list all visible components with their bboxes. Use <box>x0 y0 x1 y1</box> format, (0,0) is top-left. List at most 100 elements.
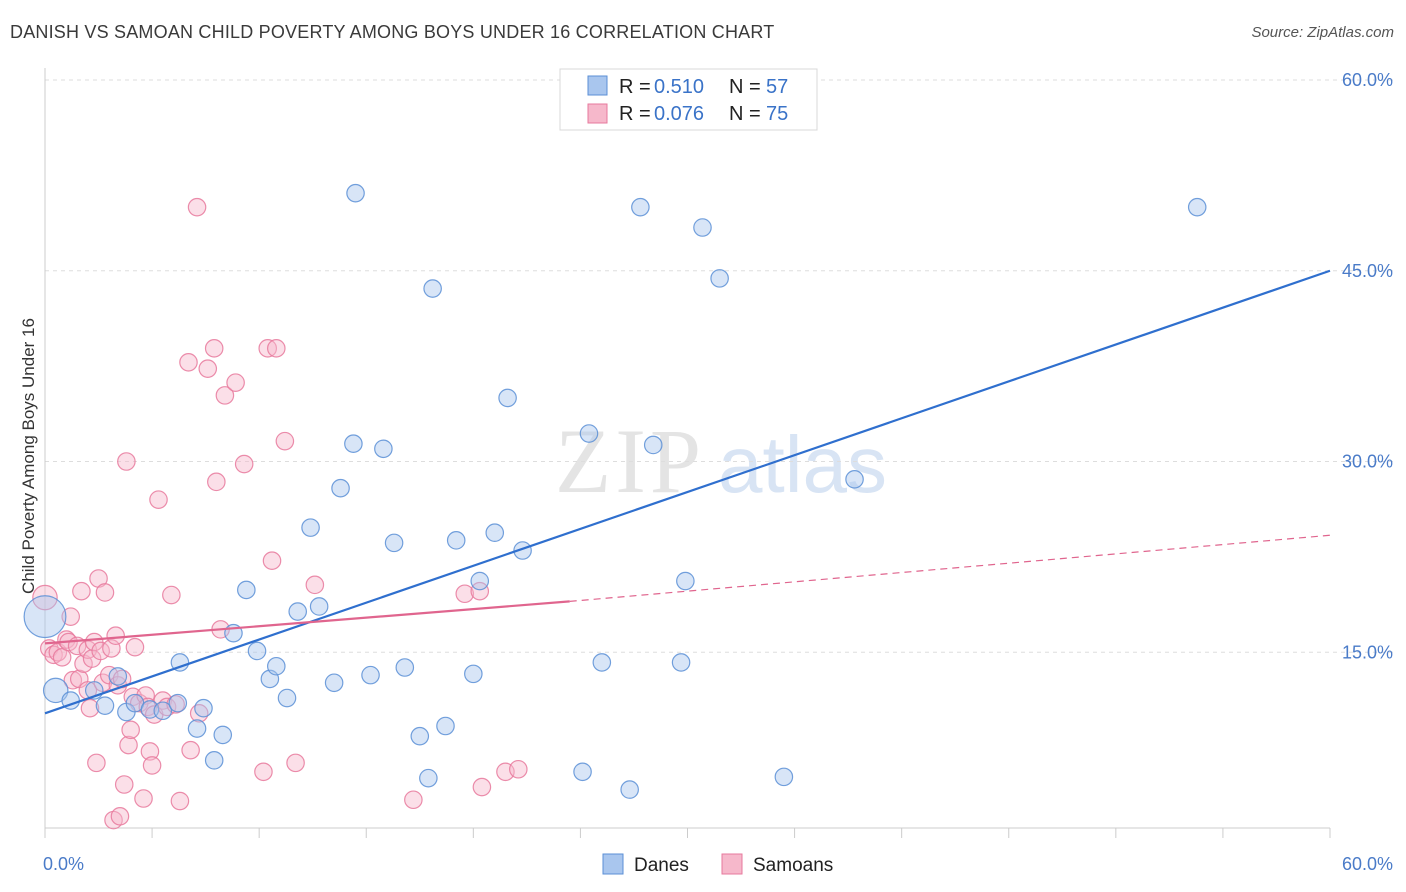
samoans-points <box>32 197 528 830</box>
samoans-point <box>207 472 226 492</box>
samoans-trend-line <box>44 600 570 645</box>
samoans-point <box>204 339 224 358</box>
samoans-point <box>262 551 282 570</box>
y-axis-label: Child Poverty Among Boys Under 16 <box>19 318 38 594</box>
samoans-point <box>125 637 145 657</box>
danes-point <box>410 726 430 746</box>
samoans-point <box>63 670 83 690</box>
danes-point <box>95 696 115 715</box>
danes-point <box>671 653 691 672</box>
samoans-point <box>134 789 153 808</box>
samoans-point <box>87 753 106 773</box>
danes-point <box>693 218 712 237</box>
samoans-point <box>215 386 235 405</box>
danes-point <box>170 653 190 672</box>
samoans-point <box>286 753 305 773</box>
y-tick-label-0: 15.0% <box>1342 642 1393 662</box>
samoans-point <box>267 339 286 358</box>
samoans-point <box>198 359 218 378</box>
top-legend-samoans-n-value: 75 <box>766 103 788 125</box>
danes-point <box>108 667 128 686</box>
samoans-point <box>179 353 198 372</box>
danes-point <box>631 197 650 217</box>
danes-point <box>331 478 350 498</box>
samoans-point <box>121 720 140 740</box>
top-legend-samoans-r-value: 0.076 <box>654 103 704 125</box>
danes-point <box>845 470 864 489</box>
samoans-point <box>80 698 100 718</box>
samoans-point <box>57 630 76 649</box>
y-tick-label-1: 30.0% <box>1342 452 1393 472</box>
danes-trend-line <box>44 269 1331 715</box>
top-legend-samoans-r-label: R = <box>619 103 651 125</box>
danes-point <box>324 673 344 693</box>
samoans-point <box>119 735 138 755</box>
trend-lines <box>44 269 1331 715</box>
source-credit: Source: ZipAtlas.com <box>1251 24 1394 41</box>
samoans-point <box>61 607 80 626</box>
danes-point <box>620 780 639 799</box>
samoans-point <box>254 762 273 782</box>
danes-point <box>204 751 224 770</box>
danes-point <box>1187 197 1207 217</box>
x-axis-ticks <box>44 828 1331 838</box>
top-legend-danes-swatch <box>587 75 608 96</box>
danes-point <box>237 580 256 600</box>
danes-point <box>384 533 404 553</box>
samoans-point <box>472 777 492 797</box>
chart-title: DANISH VS SAMOAN CHILD POVERTY AMONG BOY… <box>10 22 775 42</box>
danes-point <box>774 767 794 787</box>
top-legend-danes-r-label: R = <box>619 76 651 98</box>
samoans-point <box>162 585 181 605</box>
danes-point <box>301 518 320 537</box>
danes-point <box>446 531 466 550</box>
top-legend-samoans-n-label: N = <box>729 103 761 125</box>
x-tick-label-1: 60.0% <box>1342 854 1393 874</box>
danes-point <box>419 768 438 788</box>
top-legend-danes-n-value: 57 <box>766 76 788 98</box>
danes-point <box>676 571 695 591</box>
danes-point <box>247 641 267 661</box>
danes-point <box>344 434 363 453</box>
samoans-point <box>509 759 528 779</box>
y-tick-labels: 15.0% 30.0% 45.0% 60.0% <box>1342 70 1393 662</box>
samoans-point <box>114 775 134 794</box>
samoans-point <box>455 584 475 604</box>
samoans-point <box>226 373 245 392</box>
bottom-legend-samoans-label: Samoans <box>753 855 833 876</box>
bottom-legend-danes-swatch <box>602 853 624 875</box>
top-legend-danes-n-label: N = <box>729 76 761 98</box>
samoans-point <box>142 756 162 775</box>
samoans-point <box>91 641 110 661</box>
danes-point <box>643 435 663 455</box>
x-tick-label-0: 0.0% <box>43 854 84 874</box>
danes-point <box>374 439 393 459</box>
danes-point <box>710 269 729 288</box>
danes-point <box>498 388 517 408</box>
danes-point <box>168 693 188 713</box>
samoans-point <box>275 431 295 451</box>
samoans-point <box>234 454 254 474</box>
danes-point <box>267 656 286 676</box>
danes-point <box>361 665 380 685</box>
y-tick-label-3: 60.0% <box>1342 70 1393 90</box>
danes-point <box>277 688 297 708</box>
danes-point <box>309 597 329 616</box>
danes-point <box>464 664 483 684</box>
samoans-point <box>170 791 190 811</box>
samoans-point <box>32 584 58 611</box>
samoans-point <box>305 575 325 595</box>
samoans-point <box>187 197 207 217</box>
bottom-legend: Danes Samoans <box>602 853 833 876</box>
danes-point <box>436 716 455 736</box>
samoans-point <box>117 452 136 471</box>
danes-point <box>194 698 213 718</box>
samoans-point <box>181 740 200 760</box>
danes-point <box>579 424 599 443</box>
samoans-point <box>140 742 160 761</box>
danes-point <box>42 677 69 704</box>
danes-point <box>470 571 490 591</box>
danes-point <box>573 762 592 782</box>
samoans-point <box>136 686 155 705</box>
